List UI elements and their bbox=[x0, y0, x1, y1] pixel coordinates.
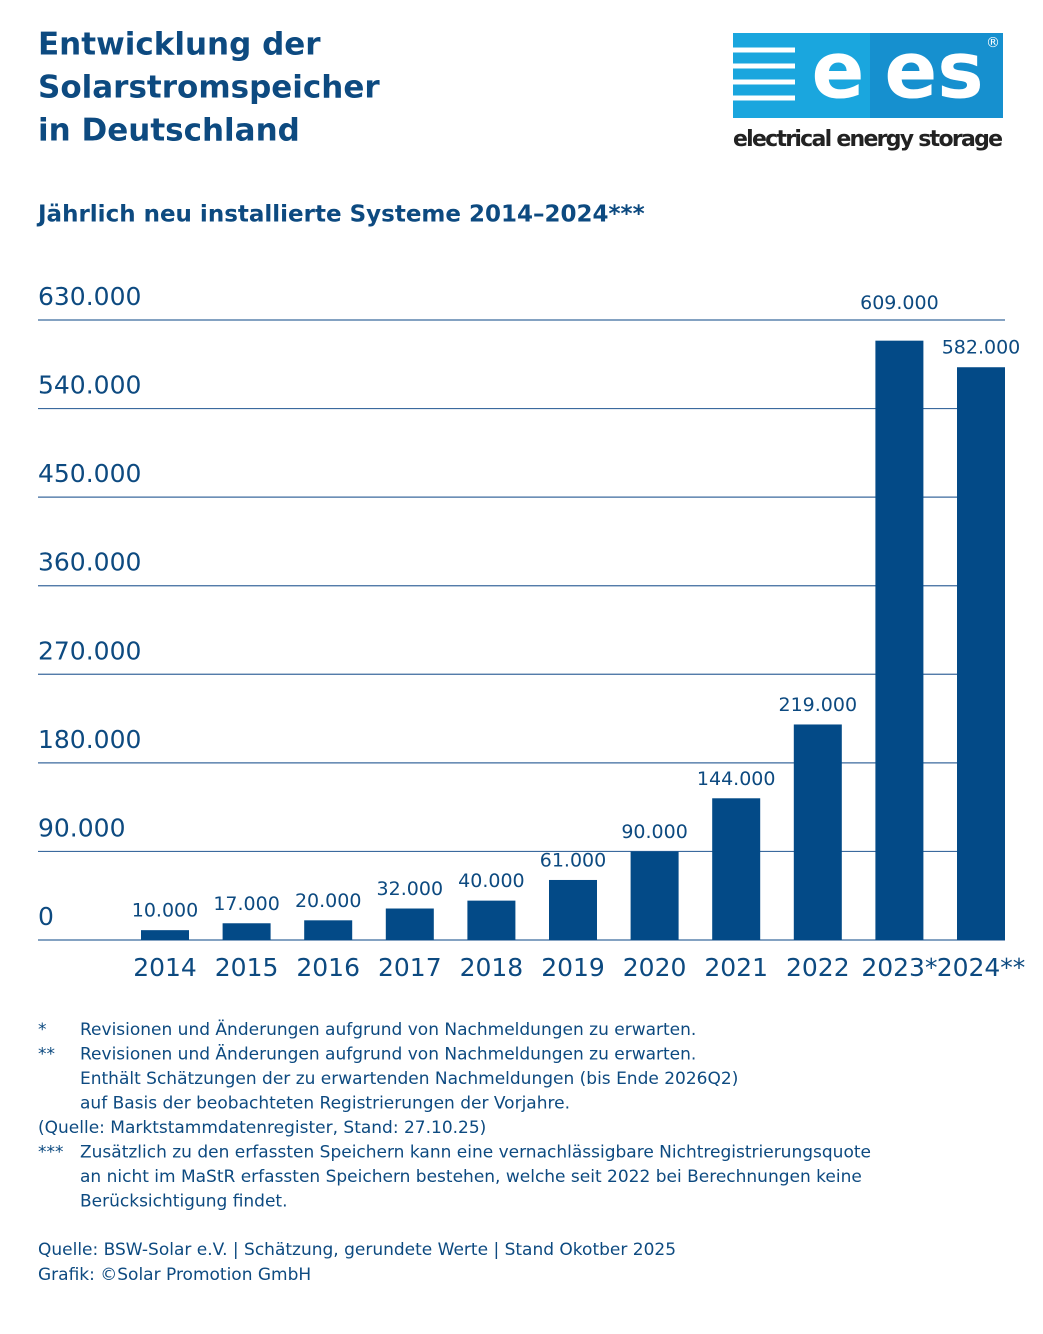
footnote-text: (Quelle: Marktstammdatenregister, Stand:… bbox=[38, 1118, 486, 1138]
logo-registered: ® bbox=[986, 35, 1000, 51]
bar bbox=[957, 367, 1005, 940]
bar bbox=[793, 724, 842, 940]
y-tick-label: 180.000 bbox=[38, 725, 141, 754]
value-label: 144.000 bbox=[697, 768, 776, 790]
value-label: 219.000 bbox=[779, 694, 858, 716]
source-text: Quelle: BSW-Solar e.V. | Schätzung, geru… bbox=[38, 1240, 676, 1260]
x-tick-label: 2019 bbox=[541, 953, 605, 982]
value-label: 582.000 bbox=[942, 337, 1021, 359]
value-label: 61.000 bbox=[540, 849, 606, 871]
bar bbox=[222, 923, 271, 940]
bar bbox=[141, 930, 189, 940]
bar bbox=[549, 879, 597, 940]
footnote-text: Revisionen und Änderungen aufgrund von N… bbox=[80, 1044, 696, 1065]
y-tick-label: 630.000 bbox=[38, 282, 141, 311]
footnote-text: Berücksichtigung findet. bbox=[80, 1192, 288, 1212]
bar bbox=[712, 798, 761, 940]
value-label: 32.000 bbox=[377, 878, 443, 900]
value-label: 609.000 bbox=[860, 292, 939, 314]
bar bbox=[630, 851, 679, 940]
x-tick-label: 2017 bbox=[378, 953, 442, 982]
x-tick-label: 2014 bbox=[133, 953, 197, 982]
logo-mark: es bbox=[884, 26, 983, 116]
footnote-text: Zusätzlich zu den erfassten Speichern ka… bbox=[80, 1143, 871, 1163]
footnote-marker: ** bbox=[38, 1045, 55, 1065]
chart-title: Solarstromspeicher bbox=[38, 70, 380, 106]
chart-title: in Deutschland bbox=[38, 113, 300, 149]
x-tick-label: 2023* bbox=[861, 953, 937, 982]
x-tick-label: 2024** bbox=[937, 953, 1026, 982]
bar bbox=[467, 900, 516, 940]
y-tick-label: 450.000 bbox=[38, 459, 141, 488]
y-tick-label: 270.000 bbox=[38, 636, 141, 665]
footnote-marker: *** bbox=[38, 1143, 64, 1163]
bar bbox=[385, 908, 434, 940]
value-label: 20.000 bbox=[295, 890, 361, 912]
value-label: 40.000 bbox=[458, 870, 524, 892]
logo: e es ® electrical energy storage bbox=[733, 26, 1003, 152]
y-tick-label: 90.000 bbox=[38, 813, 125, 842]
x-tick-label: 2020 bbox=[623, 953, 687, 982]
value-label: 90.000 bbox=[621, 821, 687, 843]
logo-tagline: electrical energy storage bbox=[733, 127, 1003, 152]
chart-subtitle: Jährlich neu installierte Systeme 2014–2… bbox=[36, 202, 645, 228]
value-label: 10.000 bbox=[132, 900, 198, 922]
footnote-text: auf Basis der beobachteten Registrierung… bbox=[80, 1094, 570, 1114]
logo-stripes bbox=[733, 47, 795, 101]
chart-title: Entwicklung der bbox=[38, 27, 321, 63]
x-tick-label: 2021 bbox=[704, 953, 768, 982]
footnote-text: an nicht im MaStR erfassten Speichern be… bbox=[80, 1167, 862, 1187]
y-tick-label: 360.000 bbox=[38, 548, 141, 577]
x-tick-label: 2022 bbox=[786, 953, 850, 982]
footnote-text: Enthält Schätzungen der zu erwartenden N… bbox=[80, 1069, 738, 1089]
logo-box-dark bbox=[870, 33, 1003, 118]
x-tick-label: 2015 bbox=[215, 953, 279, 982]
logo-mark: e bbox=[812, 26, 865, 116]
y-tick-label: 540.000 bbox=[38, 371, 141, 400]
bar bbox=[875, 340, 924, 941]
x-tick-label: 2018 bbox=[460, 953, 524, 982]
x-tick-label: 2016 bbox=[296, 953, 360, 982]
footnote-marker: * bbox=[38, 1020, 47, 1040]
value-label: 17.000 bbox=[213, 893, 279, 915]
footnote-text: Revisionen und Änderungen aufgrund von N… bbox=[80, 1019, 696, 1040]
source-text: Grafik: ©Solar Promotion GmbH bbox=[38, 1265, 311, 1285]
y-tick-label: 0 bbox=[38, 902, 54, 931]
bar bbox=[304, 920, 353, 940]
